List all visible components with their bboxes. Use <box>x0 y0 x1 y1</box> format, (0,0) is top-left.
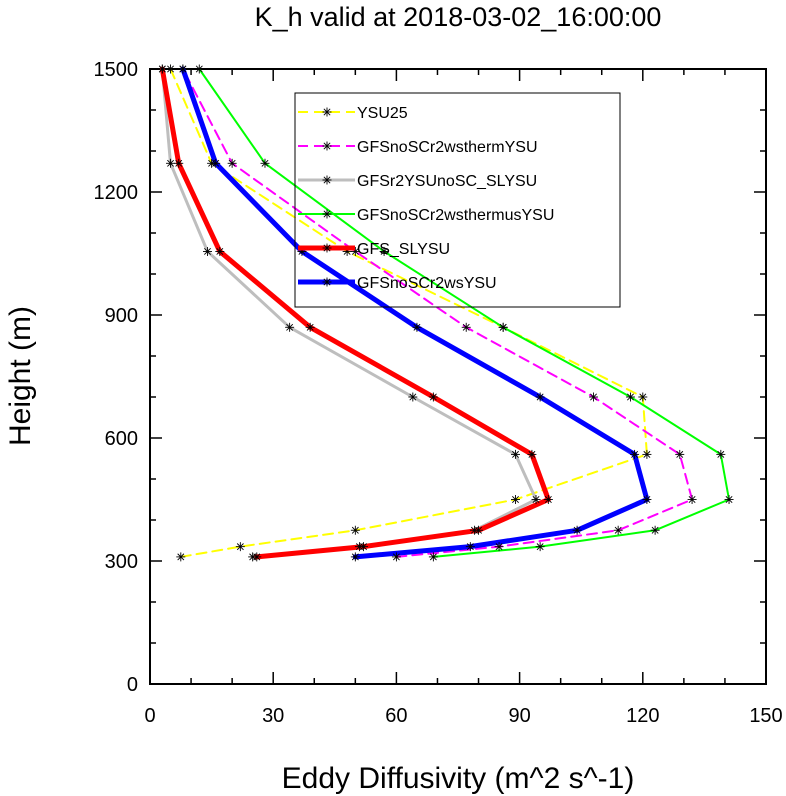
data-point-marker <box>650 525 660 535</box>
x-axis-label: Eddy Diffusivity (m^2 s^-1) <box>282 762 635 795</box>
legend-marker <box>322 175 332 185</box>
data-point-marker <box>531 495 541 504</box>
data-point-marker <box>174 158 184 168</box>
data-point-marker <box>572 525 582 535</box>
data-point-marker <box>543 495 553 504</box>
data-point-marker <box>260 158 270 168</box>
legend-marker <box>322 107 332 117</box>
y-tick-label: 0 <box>127 674 138 696</box>
data-point-marker <box>215 246 225 256</box>
data-point-marker <box>613 525 623 535</box>
data-point-marker <box>252 552 262 562</box>
data-point-marker <box>305 322 315 332</box>
legend-marker <box>322 209 332 219</box>
data-point-marker <box>178 64 188 74</box>
data-point-marker <box>194 64 204 74</box>
data-point-marker <box>211 158 221 168</box>
data-point-marker <box>408 392 418 402</box>
series-line-YSU25 <box>169 68 648 558</box>
data-point-marker <box>176 552 186 562</box>
data-point-marker <box>474 525 484 535</box>
chart-title: K_h valid at 2018-03-02_16:00:00 <box>255 2 662 32</box>
data-point-marker <box>379 246 389 256</box>
data-point-marker <box>494 542 504 552</box>
legend-label: YSU25 <box>357 105 408 122</box>
data-point-marker <box>166 158 176 168</box>
legend-label: GFSr2YSUnoSC_SLYSU <box>357 173 537 190</box>
data-point-marker <box>465 542 475 552</box>
x-tick-label: 90 <box>508 705 530 727</box>
data-point-marker <box>428 392 438 402</box>
series-line-GFSnoSCr2wsthermYSU <box>181 68 694 558</box>
x-tick-label: 120 <box>626 705 659 727</box>
legend-label: GFSnoSCr2wsthermYSU <box>357 139 538 156</box>
data-point-marker <box>638 392 648 402</box>
data-point-marker <box>157 64 167 74</box>
legend-frame <box>294 92 621 308</box>
y-tick-label: 1500 <box>94 59 139 81</box>
data-point-marker <box>202 246 212 256</box>
y-tick-label: 1200 <box>94 182 139 204</box>
y-tick-label: 600 <box>105 428 138 450</box>
series-line-GFS_SLYSU <box>159 66 551 560</box>
data-point-marker <box>535 542 545 552</box>
y-axis-label: Height (m) <box>4 306 37 446</box>
data-point-marker <box>510 449 520 459</box>
legend-label: GFSnoSCr2wsthermusYSU <box>357 207 554 224</box>
legend-marker <box>322 277 332 287</box>
data-point-marker <box>630 449 640 459</box>
x-tick-label: 0 <box>144 705 155 727</box>
data-point-marker <box>724 495 734 504</box>
data-point-marker <box>227 158 237 168</box>
data-point-marker <box>235 542 245 552</box>
data-point-marker <box>359 542 369 552</box>
legend: YSU25 GFSnoSCr2wsthermYSU GFSr2YSUnoSC_SLY… <box>294 92 621 308</box>
data-point-marker <box>461 322 471 332</box>
data-point-marker <box>391 552 401 562</box>
x-tick-label: 150 <box>749 705 782 727</box>
data-point-marker <box>350 552 360 562</box>
data-point-marker <box>642 449 652 459</box>
legend-marker <box>322 141 332 151</box>
data-point-marker <box>589 392 599 402</box>
data-point-marker <box>350 525 360 535</box>
legend-label: GFS_SLYSU <box>357 241 450 258</box>
data-point-marker <box>687 495 697 504</box>
data-point-marker <box>498 322 508 332</box>
data-point-marker <box>642 495 652 504</box>
data-point-marker <box>675 449 685 459</box>
data-point-marker <box>285 322 295 332</box>
data-point-marker <box>412 322 422 332</box>
x-tick-label: 30 <box>262 705 284 727</box>
y-tick-label: 900 <box>105 305 138 327</box>
data-point-marker <box>428 552 438 562</box>
y-tick-label: 300 <box>105 551 138 573</box>
data-point-marker <box>716 449 726 459</box>
plot-frame <box>149 68 767 685</box>
series-line-GFSnoSCr2wsYSU <box>180 66 650 560</box>
legend-marker <box>322 243 332 253</box>
data-point-marker <box>510 495 520 504</box>
legend-label: GFSnoSCr2wsYSU <box>357 275 497 292</box>
data-point-marker <box>625 392 635 402</box>
series-line-GFSnoSCr2wsthermusYSU <box>198 68 730 558</box>
x-tick-label: 60 <box>385 705 407 727</box>
data-point-marker <box>166 64 176 74</box>
data-point-marker <box>535 392 545 402</box>
data-point-marker <box>527 449 537 459</box>
